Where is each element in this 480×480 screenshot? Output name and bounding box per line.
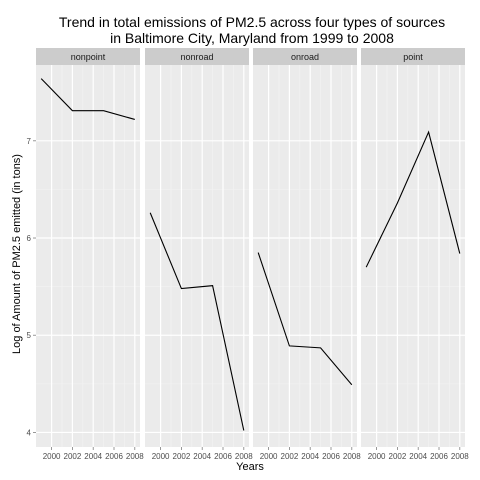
strip-nonroad xyxy=(145,48,249,65)
x-tick-label: 2000 xyxy=(43,452,61,461)
x-tick-label: 2004 xyxy=(84,452,102,461)
x-tick-label: 2006 xyxy=(322,452,340,461)
y-tick-label: 5 xyxy=(27,331,32,340)
panel-onroad: onroad 2000 2002 2004 2006 2008 xyxy=(253,48,361,461)
y-tick-label: 4 xyxy=(27,428,32,437)
x-tick-label: 2008 xyxy=(126,452,144,461)
panel-nonpoint: nonpoint 2000 2002 2004 2006 2008 xyxy=(36,48,144,461)
chart-title-line-1: Trend in total emissions of PM2.5 across… xyxy=(59,14,445,30)
x-tick-label: 2002 xyxy=(389,452,407,461)
x-tick-label: 2004 xyxy=(409,452,427,461)
panel-point: point 2000 2002 2004 2006 2008 xyxy=(361,48,469,461)
series-line-nonroad xyxy=(149,212,245,431)
x-tick-label: 2006 xyxy=(430,452,448,461)
y-axis: 4 5 6 7 xyxy=(27,137,36,437)
strip-point xyxy=(361,48,465,65)
x-tick-label: 2002 xyxy=(173,452,191,461)
strip-label-point: point xyxy=(403,52,423,62)
strip-label-onroad: onroad xyxy=(291,52,319,62)
x-tick-label: 2008 xyxy=(343,452,361,461)
series-line-point xyxy=(365,130,461,268)
x-tick-label: 2002 xyxy=(64,452,82,461)
panel-nonroad: nonroad 2000 2002 2004 2006 2008 xyxy=(145,48,253,461)
x-tick-label: 2000 xyxy=(152,452,170,461)
strip-nonpoint xyxy=(36,48,140,65)
chart-title-line-2: in Baltimore City, Maryland from 1999 to… xyxy=(110,30,394,46)
panel-background-onroad xyxy=(253,65,357,447)
panel-background-nonroad xyxy=(145,65,249,447)
x-tick-label: 2000 xyxy=(260,452,278,461)
strip-label-nonpoint: nonpoint xyxy=(71,52,106,62)
x-axis-title: Years xyxy=(236,461,264,473)
x-tick-label: 2008 xyxy=(451,452,469,461)
strip-label-nonroad: nonroad xyxy=(180,52,213,62)
x-tick-label: 2000 xyxy=(368,452,386,461)
x-tick-label: 2002 xyxy=(281,452,299,461)
y-axis-title: Log of Amount of PM2.5 emitted (in tons) xyxy=(11,154,23,354)
panel-background-nonpoint xyxy=(36,65,140,447)
x-tick-label: 2008 xyxy=(235,452,253,461)
x-tick-label: 2006 xyxy=(214,452,232,461)
series-line-nonpoint xyxy=(40,78,135,120)
strip-onroad xyxy=(253,48,357,65)
series-line-onroad xyxy=(257,252,353,386)
x-tick-label: 2006 xyxy=(105,452,123,461)
x-tick-label: 2004 xyxy=(301,452,319,461)
x-tick-label: 2004 xyxy=(193,452,211,461)
panel-background-point xyxy=(361,65,465,447)
y-tick-label: 6 xyxy=(27,234,32,243)
y-tick-label: 7 xyxy=(27,137,32,146)
